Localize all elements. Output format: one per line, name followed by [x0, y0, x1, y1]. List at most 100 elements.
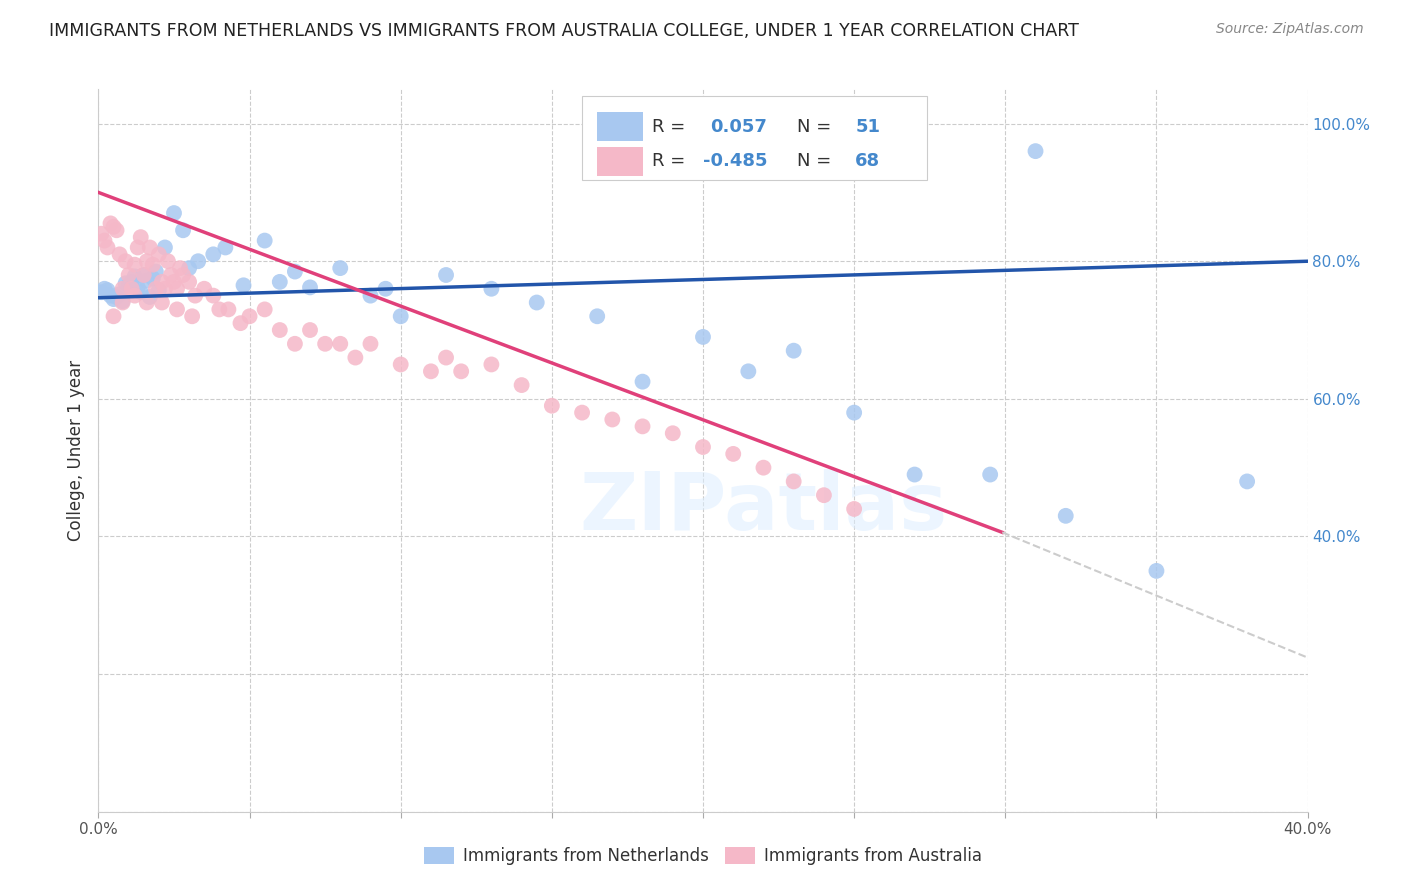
Point	[100, 288, 122, 302]
Point	[96, 283, 118, 297]
Point	[172, 268, 194, 282]
Point	[360, 336, 382, 351]
Point	[269, 275, 291, 289]
Point	[481, 358, 503, 372]
Point	[135, 295, 157, 310]
Point	[723, 447, 745, 461]
Point	[631, 375, 654, 389]
Point	[124, 288, 146, 302]
Point	[179, 275, 201, 289]
Point	[217, 302, 239, 317]
Point	[111, 282, 134, 296]
Point	[389, 310, 412, 324]
Point	[374, 282, 396, 296]
Point	[111, 294, 134, 309]
Point	[114, 254, 136, 268]
Point	[571, 406, 593, 420]
Point	[1024, 144, 1046, 158]
Point	[142, 271, 165, 285]
Point	[150, 295, 173, 310]
Text: ZIPatlas: ZIPatlas	[579, 469, 948, 548]
Point	[420, 364, 443, 378]
Point	[434, 351, 457, 365]
Point	[181, 310, 204, 324]
Point	[202, 247, 225, 261]
FancyBboxPatch shape	[582, 96, 927, 179]
Point	[314, 336, 336, 351]
Point	[145, 282, 167, 296]
Point	[172, 223, 194, 237]
Point	[239, 310, 262, 324]
Point	[127, 280, 149, 294]
Point	[214, 240, 236, 254]
Point	[90, 227, 112, 241]
Point	[329, 336, 352, 351]
Point	[139, 240, 162, 254]
Point	[692, 330, 714, 344]
Point	[100, 216, 122, 230]
Point	[284, 264, 307, 278]
Text: R =: R =	[652, 118, 692, 136]
Point	[124, 269, 146, 284]
Point	[93, 282, 115, 296]
Point	[108, 247, 131, 261]
Point	[111, 295, 134, 310]
Point	[631, 419, 654, 434]
Point	[360, 288, 382, 302]
Point	[163, 206, 186, 220]
Text: IMMIGRANTS FROM NETHERLANDS VS IMMIGRANTS FROM AUSTRALIA COLLEGE, UNDER 1 YEAR C: IMMIGRANTS FROM NETHERLANDS VS IMMIGRANT…	[49, 22, 1078, 40]
Text: 51: 51	[855, 118, 880, 136]
Point	[148, 247, 170, 261]
Point	[93, 234, 115, 248]
FancyBboxPatch shape	[596, 147, 643, 176]
Point	[105, 290, 128, 304]
Point	[450, 364, 472, 378]
Point	[105, 223, 128, 237]
Point	[153, 282, 176, 296]
Point	[229, 316, 252, 330]
Point	[526, 295, 548, 310]
Point	[253, 302, 276, 317]
Point	[118, 268, 141, 282]
Point	[150, 275, 173, 289]
Point	[752, 460, 775, 475]
Point	[139, 290, 162, 304]
Point	[124, 258, 146, 272]
Point	[208, 302, 231, 317]
Point	[166, 282, 188, 296]
Point	[108, 287, 131, 301]
Legend: Immigrants from Netherlands, Immigrants from Australia: Immigrants from Netherlands, Immigrants …	[425, 847, 981, 865]
Text: N =: N =	[797, 153, 838, 170]
Point	[103, 292, 125, 306]
Point	[299, 280, 322, 294]
Point	[142, 258, 165, 272]
Point	[135, 273, 157, 287]
Point	[169, 261, 191, 276]
Point	[145, 264, 167, 278]
Point	[1054, 508, 1077, 523]
Point	[783, 343, 806, 358]
Point	[844, 406, 866, 420]
Point	[232, 278, 254, 293]
Point	[481, 282, 503, 296]
Point	[813, 488, 835, 502]
Point	[103, 310, 125, 324]
Point	[129, 285, 152, 300]
Point	[586, 310, 609, 324]
Point	[284, 336, 307, 351]
Text: 68: 68	[855, 153, 880, 170]
Text: 0.057: 0.057	[710, 118, 768, 136]
Point	[329, 261, 352, 276]
Point	[1236, 475, 1258, 489]
Point	[661, 426, 683, 441]
Point	[160, 268, 183, 282]
Point	[737, 364, 759, 378]
Point	[132, 268, 155, 282]
Point	[844, 502, 866, 516]
Point	[121, 282, 143, 296]
FancyBboxPatch shape	[596, 112, 643, 141]
Point	[269, 323, 291, 337]
Point	[540, 399, 562, 413]
Point	[96, 240, 118, 254]
Point	[148, 283, 170, 297]
